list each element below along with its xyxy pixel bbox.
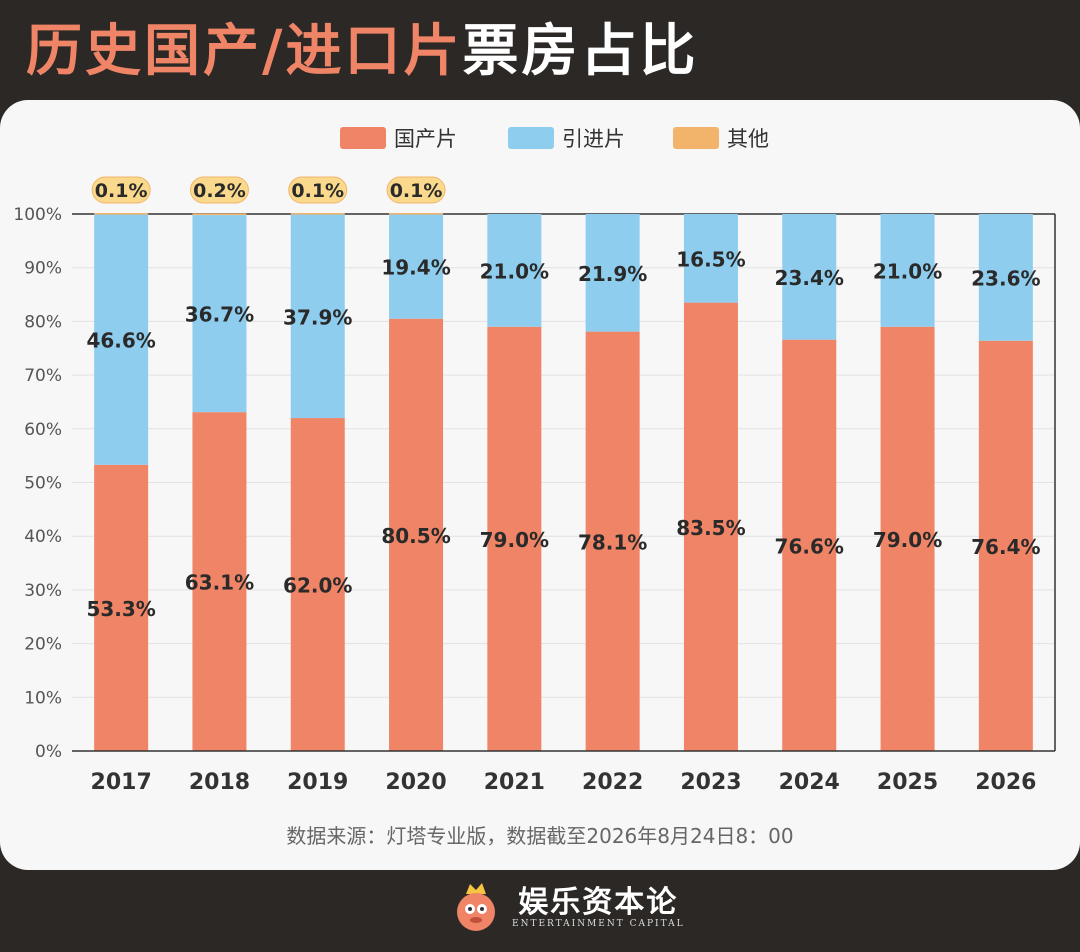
bar-segment (192, 215, 247, 413)
bar-segment (880, 214, 935, 327)
legend-swatch (508, 127, 554, 149)
bar-segment (192, 213, 247, 216)
data-label-pill (386, 176, 446, 204)
data-label: 16.5% (676, 247, 745, 271)
data-label: 0.2% (193, 180, 246, 202)
data-label: 19.4% (381, 256, 450, 280)
x-tick-label: 2022 (582, 770, 643, 795)
data-label-pill (288, 176, 348, 204)
page-title: 历史国产/进口片票房占比 (26, 14, 698, 90)
bar-segment (683, 214, 738, 303)
bar-segment (94, 213, 149, 215)
bar-segment (389, 213, 444, 215)
data-label-pill (91, 176, 151, 204)
data-label: 0.1% (291, 180, 344, 202)
y-tick-label: 10% (24, 688, 62, 708)
data-label: 0.1% (390, 180, 443, 202)
x-tick-label: 2023 (680, 770, 741, 795)
data-label: 46.6% (86, 329, 155, 353)
mascot-icon (457, 883, 495, 931)
data-label: 76.6% (775, 534, 844, 558)
legend-label: 引进片 (562, 127, 625, 151)
y-tick-label: 20% (24, 635, 62, 655)
bar-segment (487, 326, 542, 751)
data-label: 21.0% (873, 259, 942, 283)
y-tick-label: 90% (24, 259, 62, 279)
y-tick-label: 50% (24, 474, 62, 494)
bar-segment (94, 464, 149, 751)
bar-segment (389, 214, 444, 319)
y-tick-label: 80% (24, 312, 62, 332)
x-axis: 2017 2018 2019 2020 2021 2022 2023 2024 2025 2026 (72, 750, 1055, 795)
data-label: 37.9% (283, 305, 352, 329)
bar-segment (585, 331, 640, 751)
data-label: 79.0% (480, 528, 549, 552)
y-tick-label: 60% (24, 420, 62, 440)
data-label: 21.0% (480, 259, 549, 283)
data-label: 76.4% (971, 535, 1040, 559)
data-label-pill (189, 176, 249, 204)
data-labels: 53.3% 46.6% 0.1% 63.1% 36.7% 0.2% 62.0% 37.9% 0.… (86, 176, 1041, 621)
x-tick-label: 2026 (975, 770, 1036, 795)
y-tick-label: 40% (24, 527, 62, 547)
x-tick-label: 2020 (385, 770, 446, 795)
y-axis: 0% 10% 20% 30% 40% 50% 60% 70% 80% 90% 100% (13, 205, 62, 762)
bar-segment (978, 340, 1033, 751)
bar-segment (683, 302, 738, 751)
bar-segment (487, 214, 542, 327)
data-label: 83.5% (676, 516, 745, 540)
title-part2: 票房占比 (462, 19, 699, 84)
y-tick-label: 70% (24, 366, 62, 386)
data-label: 80.5% (381, 524, 450, 548)
x-tick-label: 2021 (484, 770, 545, 795)
title-part1: 历史国产/进口片 (26, 19, 463, 84)
data-label: 53.3% (86, 597, 155, 621)
bar-segment (782, 339, 837, 751)
y-tick-label: 30% (24, 581, 62, 601)
y-tick-label: 100% (13, 205, 62, 225)
bar-segment (585, 214, 640, 332)
bar-segment (290, 213, 345, 215)
bar-segment (782, 214, 837, 340)
data-label: 0.1% (95, 180, 148, 202)
x-tick-label: 2018 (189, 770, 250, 795)
brand-name: 娱乐资本论 (518, 885, 679, 920)
legend-label: 国产片 (394, 127, 457, 151)
bar-segment (192, 412, 247, 751)
bars (94, 213, 1033, 751)
legend-swatch (340, 127, 386, 149)
bar-segment (389, 318, 444, 751)
y-tick-label: 0% (35, 742, 62, 762)
bar-segment (978, 214, 1033, 341)
data-label: 79.0% (873, 528, 942, 552)
x-tick-label: 2025 (877, 770, 938, 795)
data-label: 36.7% (185, 303, 254, 327)
legend-swatch (673, 127, 719, 149)
brand-name-en: ENTERTAINMENT CAPITAL (512, 919, 685, 929)
bar-segment (290, 214, 345, 419)
data-label: 23.6% (971, 266, 1040, 290)
x-tick-label: 2024 (779, 770, 840, 795)
legend-label: 其他 (727, 127, 769, 151)
bar-segment (94, 214, 149, 465)
brand-logo: 娱乐资本论 ENTERTAINMENT CAPITAL (448, 880, 685, 936)
data-label: 78.1% (578, 530, 647, 554)
x-tick-label: 2019 (287, 770, 348, 795)
data-label: 62.0% (283, 574, 352, 598)
data-label: 21.9% (578, 262, 647, 286)
legend: 国产片 引进片 其他 (340, 127, 769, 151)
data-label: 23.4% (775, 266, 844, 290)
bar-segment (290, 418, 345, 751)
bar-segment (880, 326, 935, 751)
x-tick-label: 2017 (91, 770, 152, 795)
source-note: 数据来源：灯塔专业版，数据截至2026年8月24日8：00 (286, 824, 794, 848)
data-label: 63.1% (185, 571, 254, 595)
